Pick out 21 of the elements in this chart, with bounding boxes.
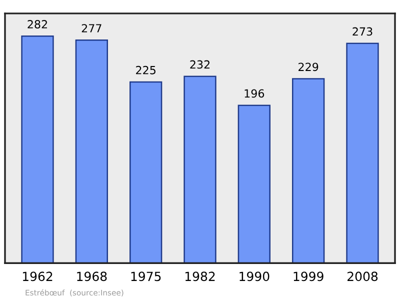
bar <box>238 104 270 264</box>
data-label: 225 <box>136 66 156 74</box>
data-label: 282 <box>28 20 47 28</box>
bar <box>130 81 162 264</box>
x-tick-label: 1999 <box>294 272 324 282</box>
bar <box>75 40 108 264</box>
bar <box>184 76 216 264</box>
data-label: 232 <box>190 60 210 69</box>
bar <box>21 36 54 264</box>
bar <box>292 78 325 264</box>
data-label: 273 <box>352 27 372 36</box>
data-label: 196 <box>244 89 264 98</box>
x-tick-label: 1962 <box>22 272 52 282</box>
x-tick-label: 2008 <box>348 272 378 282</box>
x-tick-label: 1982 <box>185 272 215 282</box>
bar <box>346 42 379 264</box>
data-label: 229 <box>298 62 318 72</box>
data-label: 277 <box>82 24 102 32</box>
x-tick-label: 1968 <box>77 272 107 282</box>
x-tick-label: 1990 <box>240 272 270 282</box>
x-tick-label: 1975 <box>131 272 161 282</box>
